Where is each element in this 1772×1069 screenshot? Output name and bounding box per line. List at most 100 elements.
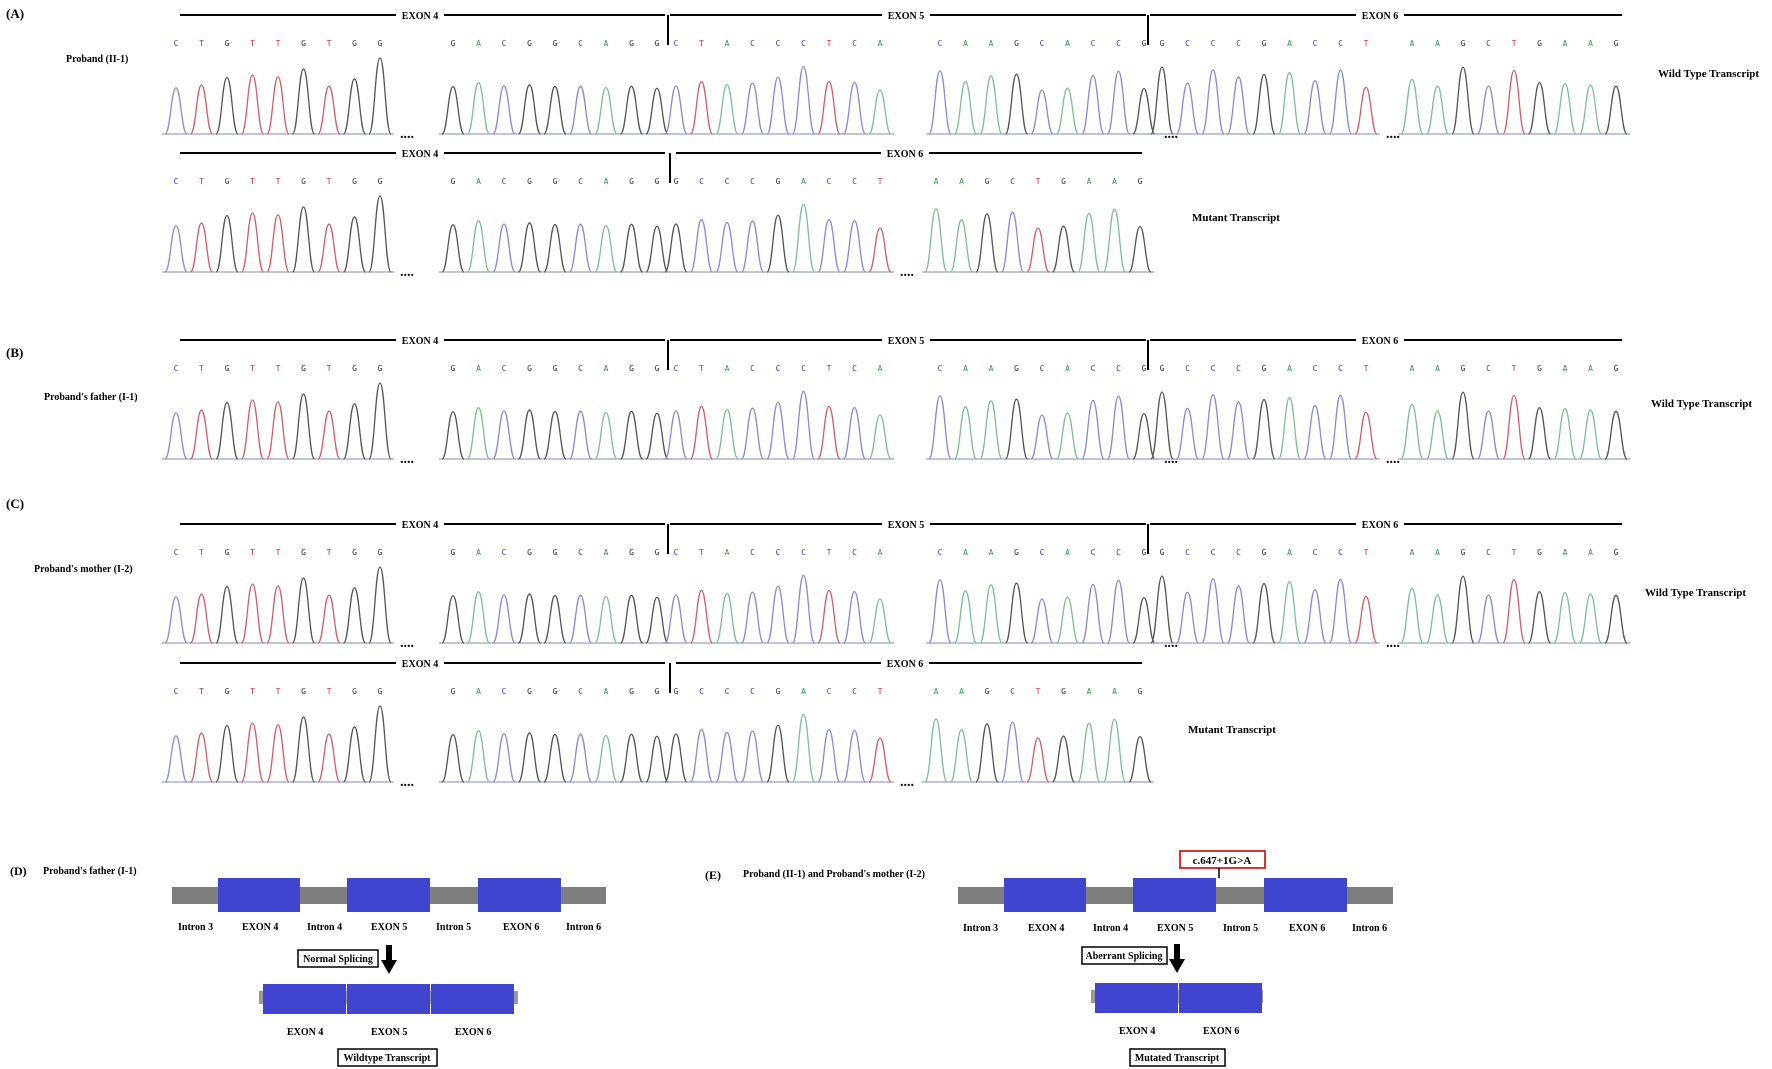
base-call: A [1087, 687, 1092, 696]
trace-peak [594, 224, 618, 273]
base-call: A [476, 687, 481, 696]
base-call: A [476, 548, 481, 557]
base-call: T [276, 177, 281, 186]
base-call: G [1537, 548, 1542, 557]
wildtype-exon-6 [431, 984, 514, 1014]
base-call: T [327, 39, 332, 48]
trace-peak [568, 733, 593, 783]
trace-peak [645, 596, 669, 644]
trace-peak [1055, 87, 1080, 135]
trace-peak [1030, 598, 1054, 644]
trace-peak [291, 68, 316, 135]
base-call: T [250, 177, 255, 186]
trace-peak [766, 76, 790, 135]
trace-peak [1451, 575, 1475, 644]
trace-peak [1553, 82, 1577, 135]
exon-6-block [478, 878, 561, 912]
splicing-arrow-shaft [386, 945, 392, 961]
trace-peak [189, 732, 214, 783]
trace-peak [568, 594, 593, 644]
trace-peak [868, 598, 892, 644]
sequence-gap-ellipsis: .... [900, 775, 914, 790]
panel-label-e: (E) [705, 868, 721, 882]
trace-peak [928, 70, 952, 135]
trace-peak [189, 222, 214, 273]
trace-peak [619, 733, 644, 783]
panel-label-a: (A) [6, 6, 24, 21]
base-call: C [174, 548, 179, 557]
base-call: C [776, 364, 781, 373]
splicing-diagram-father: (D) Proband's father (I-1) Intron 3 EXON… [10, 864, 606, 1067]
base-call: G [352, 177, 357, 186]
base-call: A [1112, 177, 1117, 186]
base-call: A [801, 687, 806, 696]
base-call: C [801, 39, 806, 48]
trace-peak [492, 85, 516, 135]
trace-peak [645, 735, 669, 783]
trace-peak [215, 76, 239, 135]
trace-peak [492, 410, 516, 460]
trace-peak [715, 83, 739, 135]
panel-label-b: (B) [6, 345, 23, 360]
base-call: T [199, 177, 204, 186]
base-call: T [1036, 687, 1041, 696]
trace-peak [568, 223, 593, 273]
exon-5-block [347, 878, 430, 912]
base-call: C [1010, 687, 1015, 696]
base-call: G [776, 177, 781, 186]
trace-peak [1055, 412, 1080, 460]
trace-peak [1150, 391, 1174, 460]
trace-peak [266, 76, 290, 135]
trace-peak [1502, 394, 1526, 460]
diagram-d-sample-label: Proband's father (I-1) [43, 866, 137, 877]
trace-peak [466, 730, 491, 783]
trace-peak [619, 594, 644, 644]
trace-peak [342, 216, 367, 273]
exon-span-label-bg [396, 8, 444, 21]
base-call: T [250, 364, 255, 373]
base-call: T [276, 39, 281, 48]
trace-peak [441, 224, 465, 273]
intron-6-label-e: Intron 6 [1352, 923, 1387, 934]
trace-peak [664, 410, 688, 460]
trace-peak [817, 80, 841, 135]
exon-span-label-bg [882, 333, 930, 346]
base-call: G [1461, 364, 1466, 373]
base-call: G [1142, 39, 1147, 48]
mutated-exon-6 [1179, 983, 1262, 1013]
base-call: G [451, 177, 456, 186]
trace-peak [1578, 409, 1603, 460]
mutated-exon-6-label: EXON 6 [1203, 1026, 1239, 1037]
trace-peak [1502, 578, 1526, 644]
trace-peak [342, 403, 367, 460]
trace-peak [645, 87, 669, 135]
base-call: C [1185, 39, 1190, 48]
trace-peak [266, 214, 290, 273]
intron-4-label-e: Intron 4 [1093, 923, 1128, 934]
trace-peak [164, 412, 188, 460]
trace-peak [1451, 66, 1475, 135]
base-call: T [878, 687, 883, 696]
trace-peak [689, 728, 714, 783]
base-call: G [985, 177, 990, 186]
splicing-diagram-proband-mother: (E) Proband (II-1) and Proband's mother … [705, 850, 1393, 1067]
trace-peak [466, 220, 491, 273]
trace-peak [189, 84, 214, 135]
trace-peak [466, 407, 491, 460]
trace-peak [619, 85, 644, 135]
trace-peak [1277, 396, 1302, 460]
base-call: C [750, 687, 755, 696]
base-call: A [959, 177, 964, 186]
base-call: C [1236, 364, 1241, 373]
base-call: G [629, 364, 634, 373]
exon-4-block-e [1004, 878, 1086, 912]
trace-peak [368, 195, 392, 273]
base-call: C [699, 687, 704, 696]
base-call: A [604, 364, 609, 373]
trace-peak [1527, 591, 1552, 644]
trace-peak [1132, 596, 1156, 644]
base-call: C [852, 39, 857, 48]
trace-peak [924, 208, 948, 273]
trace-peak [1201, 578, 1225, 644]
trace-peak [1303, 589, 1327, 644]
